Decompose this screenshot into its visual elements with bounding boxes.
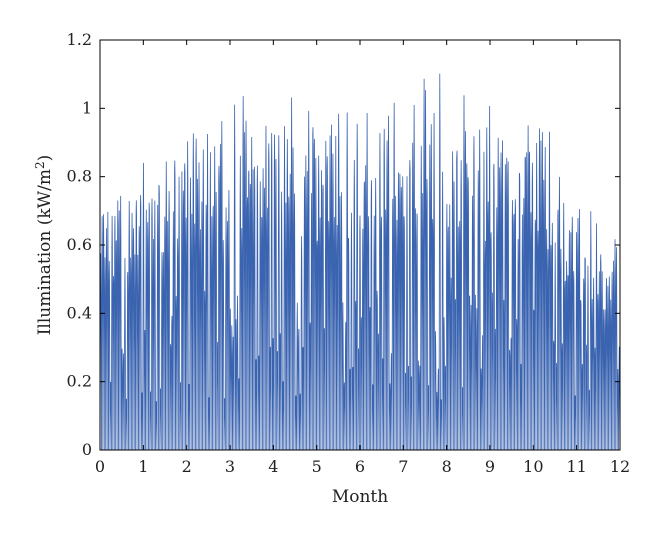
y-axis-title: Illumination (kW/m2) [33,155,55,336]
y-axis-ticks: 0 0.2 0.4 0.6 0.8 1 1.2 [67,30,620,459]
x-tick-label: 12 [610,457,630,476]
x-axis-title: Month [332,487,388,507]
y-tick-label: 1 [82,98,92,117]
y-tick-label: 0.2 [67,372,92,391]
illumination-series [99,73,621,451]
x-tick-label: 0 [95,457,105,476]
x-tick-label: 8 [442,457,452,476]
x-tick-label: 1 [138,457,148,476]
x-tick-label: 2 [182,457,192,476]
y-tick-label: 0.6 [67,235,92,254]
illumination-line [99,73,621,451]
y-tick-label: 0 [82,440,92,459]
y-axis-title-superscript: 2 [33,161,47,169]
y-tick-label: 1.2 [67,30,92,49]
y-axis-title-main: Illumination (kW/m [35,169,55,335]
x-tick-label: 5 [312,457,322,476]
x-tick-label: 9 [485,457,495,476]
x-tick-label: 10 [523,457,543,476]
y-tick-label: 0.8 [67,167,92,186]
y-axis-title-suffix: ) [35,155,55,162]
x-tick-label: 3 [225,457,235,476]
x-tick-label: 4 [268,457,278,476]
x-tick-label: 11 [566,457,586,476]
x-tick-label: 7 [398,457,408,476]
x-axis-ticks: 0 1 2 3 4 5 6 7 8 9 10 11 12 [95,40,630,476]
y-tick-label: 0.4 [67,303,92,322]
x-tick-label: 6 [355,457,365,476]
